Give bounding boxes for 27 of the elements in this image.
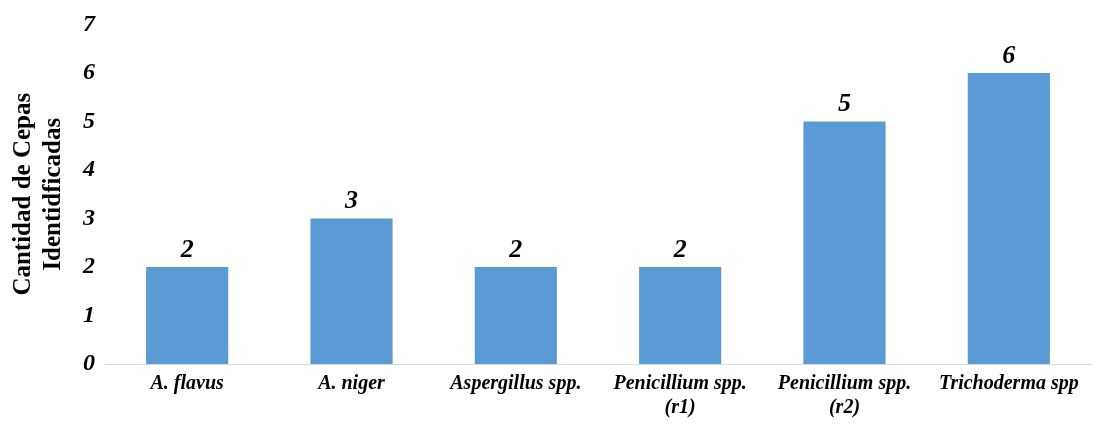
data-label: 2 xyxy=(508,233,523,263)
bar xyxy=(639,266,722,364)
data-label: 6 xyxy=(1002,39,1016,69)
data-label: 3 xyxy=(344,185,358,215)
x-tick-label: Aspergillus spp. xyxy=(448,371,582,395)
bar xyxy=(310,218,393,364)
y-tick-label: 4 xyxy=(82,155,95,182)
bar xyxy=(803,121,886,364)
x-tick-label: Penicillium spp. (r2) xyxy=(776,371,912,419)
bar xyxy=(967,72,1050,364)
y-tick-label: 3 xyxy=(82,203,95,230)
x-tick-label: A. flavus xyxy=(148,371,225,395)
x-tick-label: Penicillium spp. (r1) xyxy=(612,371,747,419)
y-tick-label: 2 xyxy=(82,252,95,279)
bar xyxy=(474,266,557,364)
bar xyxy=(146,266,229,364)
data-label: 2 xyxy=(179,233,194,263)
data-label: 5 xyxy=(838,88,851,118)
y-tick-label: 6 xyxy=(83,58,95,85)
y-axis-title: Cantidad de Cepas Identidficadas xyxy=(8,92,66,296)
x-tick-label: A. niger xyxy=(316,371,386,395)
y-tick-label: 0 xyxy=(83,349,95,376)
data-label: 2 xyxy=(672,233,687,263)
y-tick-label: 1 xyxy=(83,300,95,327)
y-tick-label: 5 xyxy=(83,106,95,133)
y-tick-label: 7 xyxy=(83,9,96,36)
x-tick-label: Trichoderma spp xyxy=(938,371,1079,395)
